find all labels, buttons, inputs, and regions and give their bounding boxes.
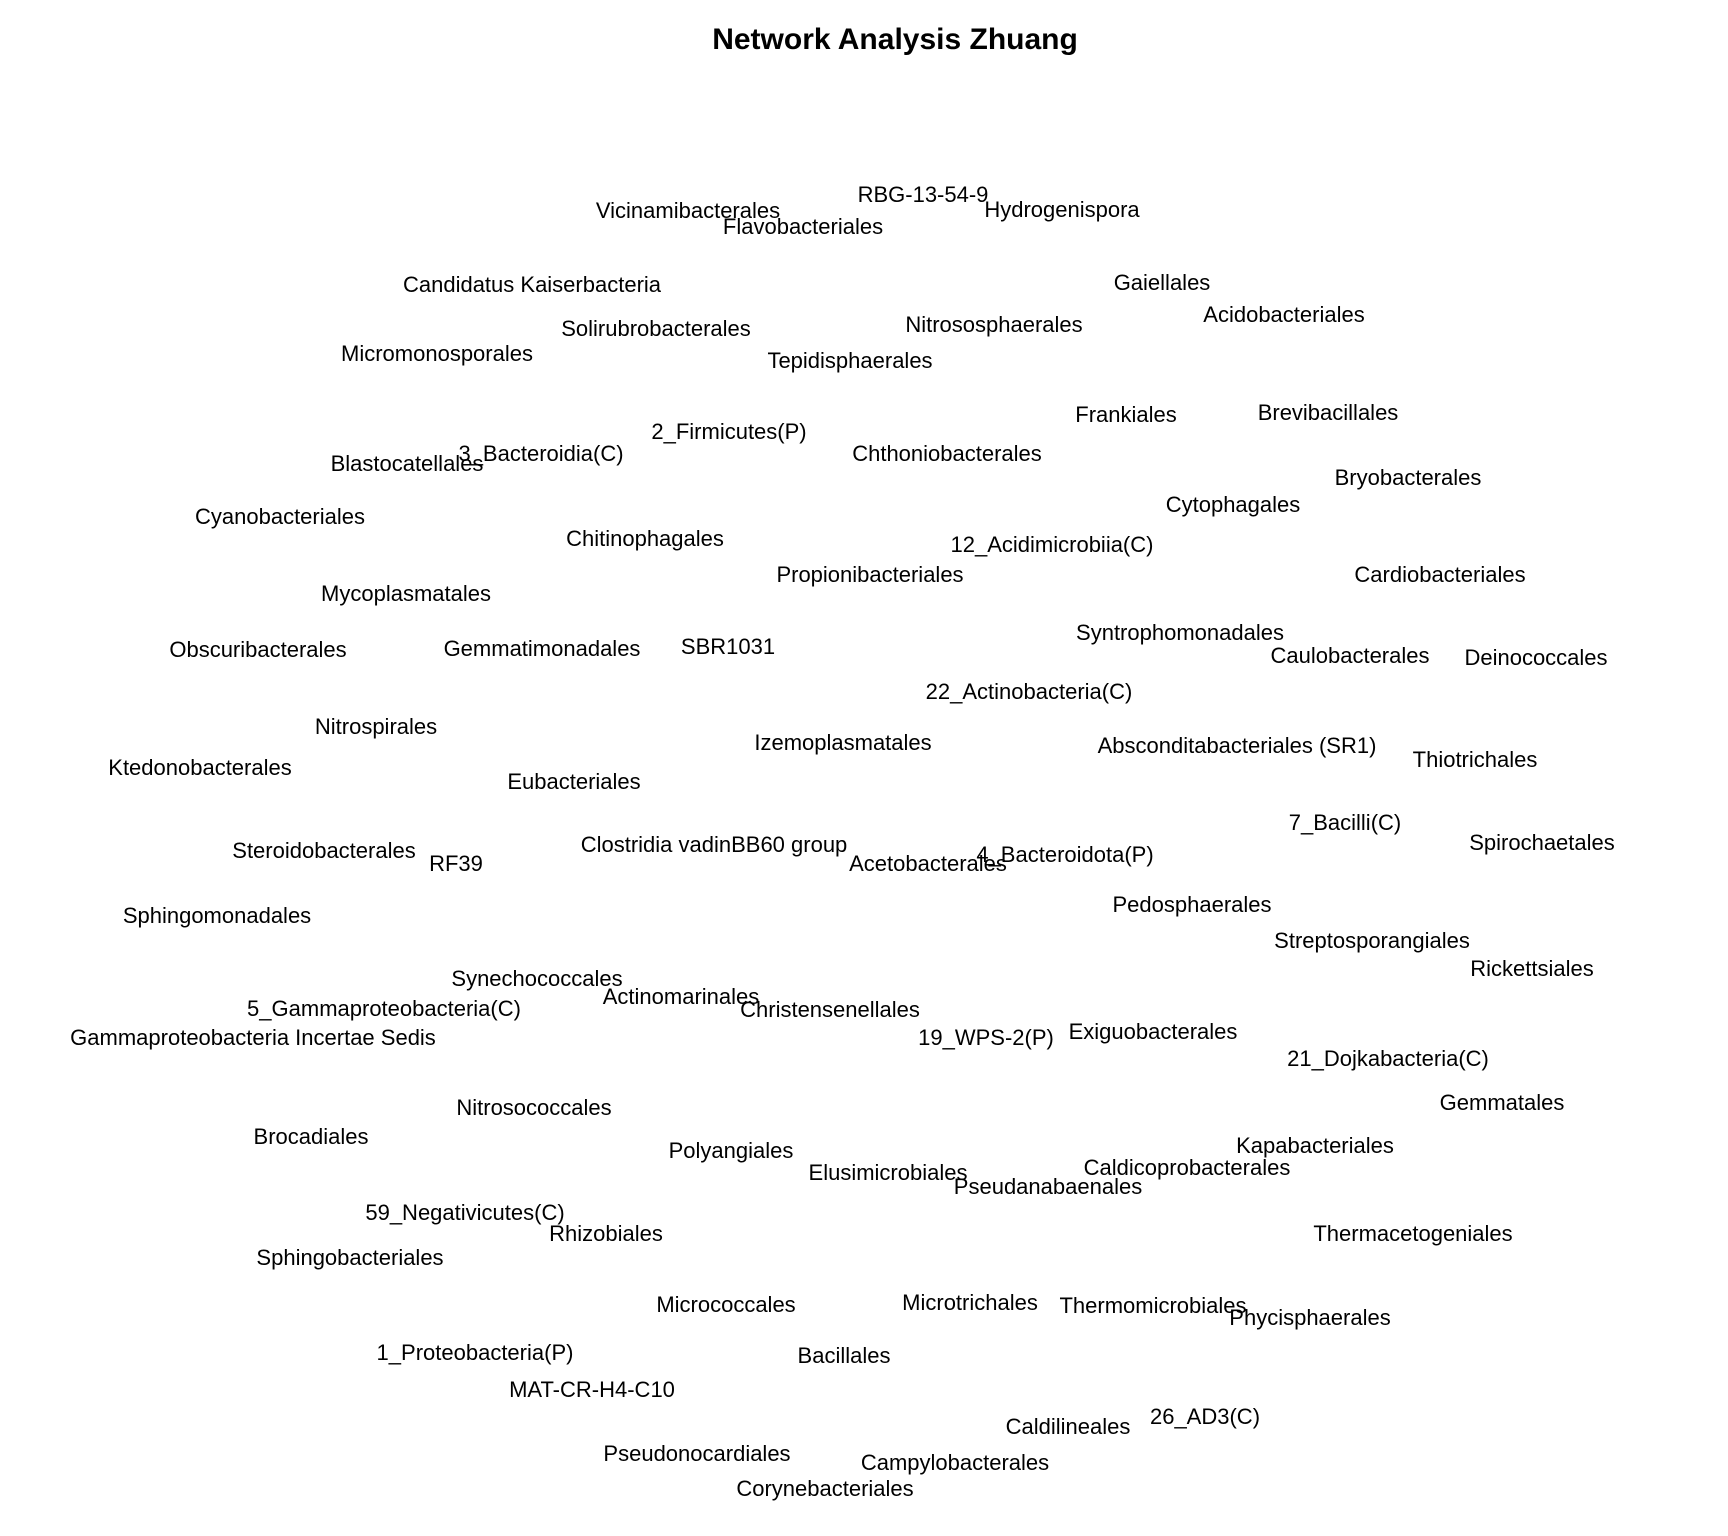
node-label: Thermomicrobiales [1059,1293,1247,1318]
node-label: 5_Gammaproteobacteria(C) [247,996,521,1021]
node-label: 1_Proteobacteria(P) [376,1340,574,1365]
node-label: Pseudonocardiales [603,1441,791,1466]
node-label: Vicinamibacterales [595,198,781,223]
node-label: Flavobacteriales [722,214,884,239]
node-label: RF39 [429,851,483,876]
node-label: Gaiellales [1113,270,1211,295]
node-label: Frankiales [1075,402,1177,427]
node-label: Polyangiales [668,1138,794,1163]
node-label: 7_Bacilli(C) [1288,810,1402,835]
node-label: Gammaproteobacteria Incertae Sedis [70,1025,436,1050]
node-label: Nitrospirales [314,714,438,739]
node-label: Izemoplasmatales [754,730,932,755]
node-label: Obscuribacterales [169,637,347,662]
node-label: MAT-CR-H4-C10 [509,1377,675,1402]
node-label: Ktedonobacterales [108,755,292,780]
node-label: 22_Actinobacteria(C) [925,679,1133,704]
node-label: Absconditabacteriales (SR1) [1097,733,1377,758]
node-label: Exiguobacterales [1068,1019,1238,1044]
node-label: Thiotrichales [1412,747,1538,772]
node-label: Micrococcales [656,1292,796,1317]
node-label: Gemmatimonadales [443,636,641,661]
node-label: Bryobacterales [1334,465,1482,490]
node-label: Acidobacteriales [1203,302,1365,327]
node-label: Caldilineales [1005,1414,1131,1439]
node-label: Streptosporangiales [1274,928,1470,953]
node-label: Candidatus Kaiserbacteria [402,272,662,297]
node-label: Mycoplasmatales [321,581,491,606]
node-label: 2_Firmicutes(P) [651,419,807,444]
node-label: Cytophagales [1165,492,1301,517]
node-label: Thermacetogeniales [1313,1221,1513,1246]
node-label: Propionibacteriales [776,562,964,587]
node-label: 4_Bacteroidota(P) [976,842,1154,867]
node-label: Rickettsiales [1470,956,1594,981]
diagram-title: Network Analysis Zhuang [712,23,1078,56]
node-label: Sphingobacteriales [256,1245,444,1270]
node-label: Eubacteriales [507,769,641,794]
node-label: Chthoniobacterales [852,441,1042,466]
node-label: Hydrogenispora [984,197,1140,222]
node-label: Actinomarinales [602,984,760,1009]
node-label: Phycisphaerales [1229,1305,1391,1330]
node-label: Elusimicrobiales [808,1160,968,1185]
node-label: Brevibacillales [1257,400,1399,425]
node-label: 21_Dojkabacteria(C) [1287,1046,1489,1071]
node-label: Kapabacteriales [1236,1133,1394,1158]
node-label: Cyanobacteriales [195,504,365,529]
node-label: 59_Negativicutes(C) [365,1200,565,1225]
node-label: 19_WPS-2(P) [918,1025,1054,1050]
node-label: Tepidisphaerales [767,348,933,373]
node-label: 26_AD3(C) [1149,1404,1261,1429]
node-label: Steroidobacterales [232,838,416,863]
node-label: Cardiobacteriales [1354,562,1526,587]
node-label: Clostridia vadinBB60 group [580,832,848,857]
node-label: Acetobacterales [849,851,1007,876]
node-label: Microtrichales [902,1290,1038,1315]
node-label: 3_Bacteroidia(C) [458,441,624,466]
node-label: Rhizobiales [549,1221,663,1246]
node-label: Syntrophomonadales [1076,620,1284,645]
node-label: Chitinophagales [566,526,724,551]
node-label: Synechococcales [451,966,623,991]
node-label: SBR1031 [680,634,776,659]
node-label: Bacillales [797,1343,891,1368]
node-label: Brocadiales [253,1124,369,1149]
node-label: Gemmatales [1439,1090,1565,1115]
node-label: Solirubrobacterales [561,316,751,341]
node-label: RBG-13-54-9 [857,182,989,207]
node-label: Corynebacteriales [736,1476,914,1501]
node-label: Deinococcales [1464,645,1608,670]
node-label: Caldicoprobacterales [1083,1155,1291,1180]
node-label: Nitrosococcales [456,1095,612,1120]
node-label: Nitrososphaerales [905,312,1083,337]
node-label: Blastocatellales [330,451,484,476]
node-label: Campylobacterales [860,1450,1050,1475]
node-label: Spirochaetales [1469,830,1615,855]
node-label: Micromonosporales [341,341,533,366]
node-label: Pedosphaerales [1112,892,1272,917]
node-label: Caulobacterales [1270,643,1430,668]
node-label: 12_Acidimicrobiia(C) [950,532,1154,557]
node-label: Christensenellales [740,997,920,1022]
node-label: Sphingomonadales [122,903,312,928]
node-label: Pseudanabaenales [953,1174,1143,1199]
